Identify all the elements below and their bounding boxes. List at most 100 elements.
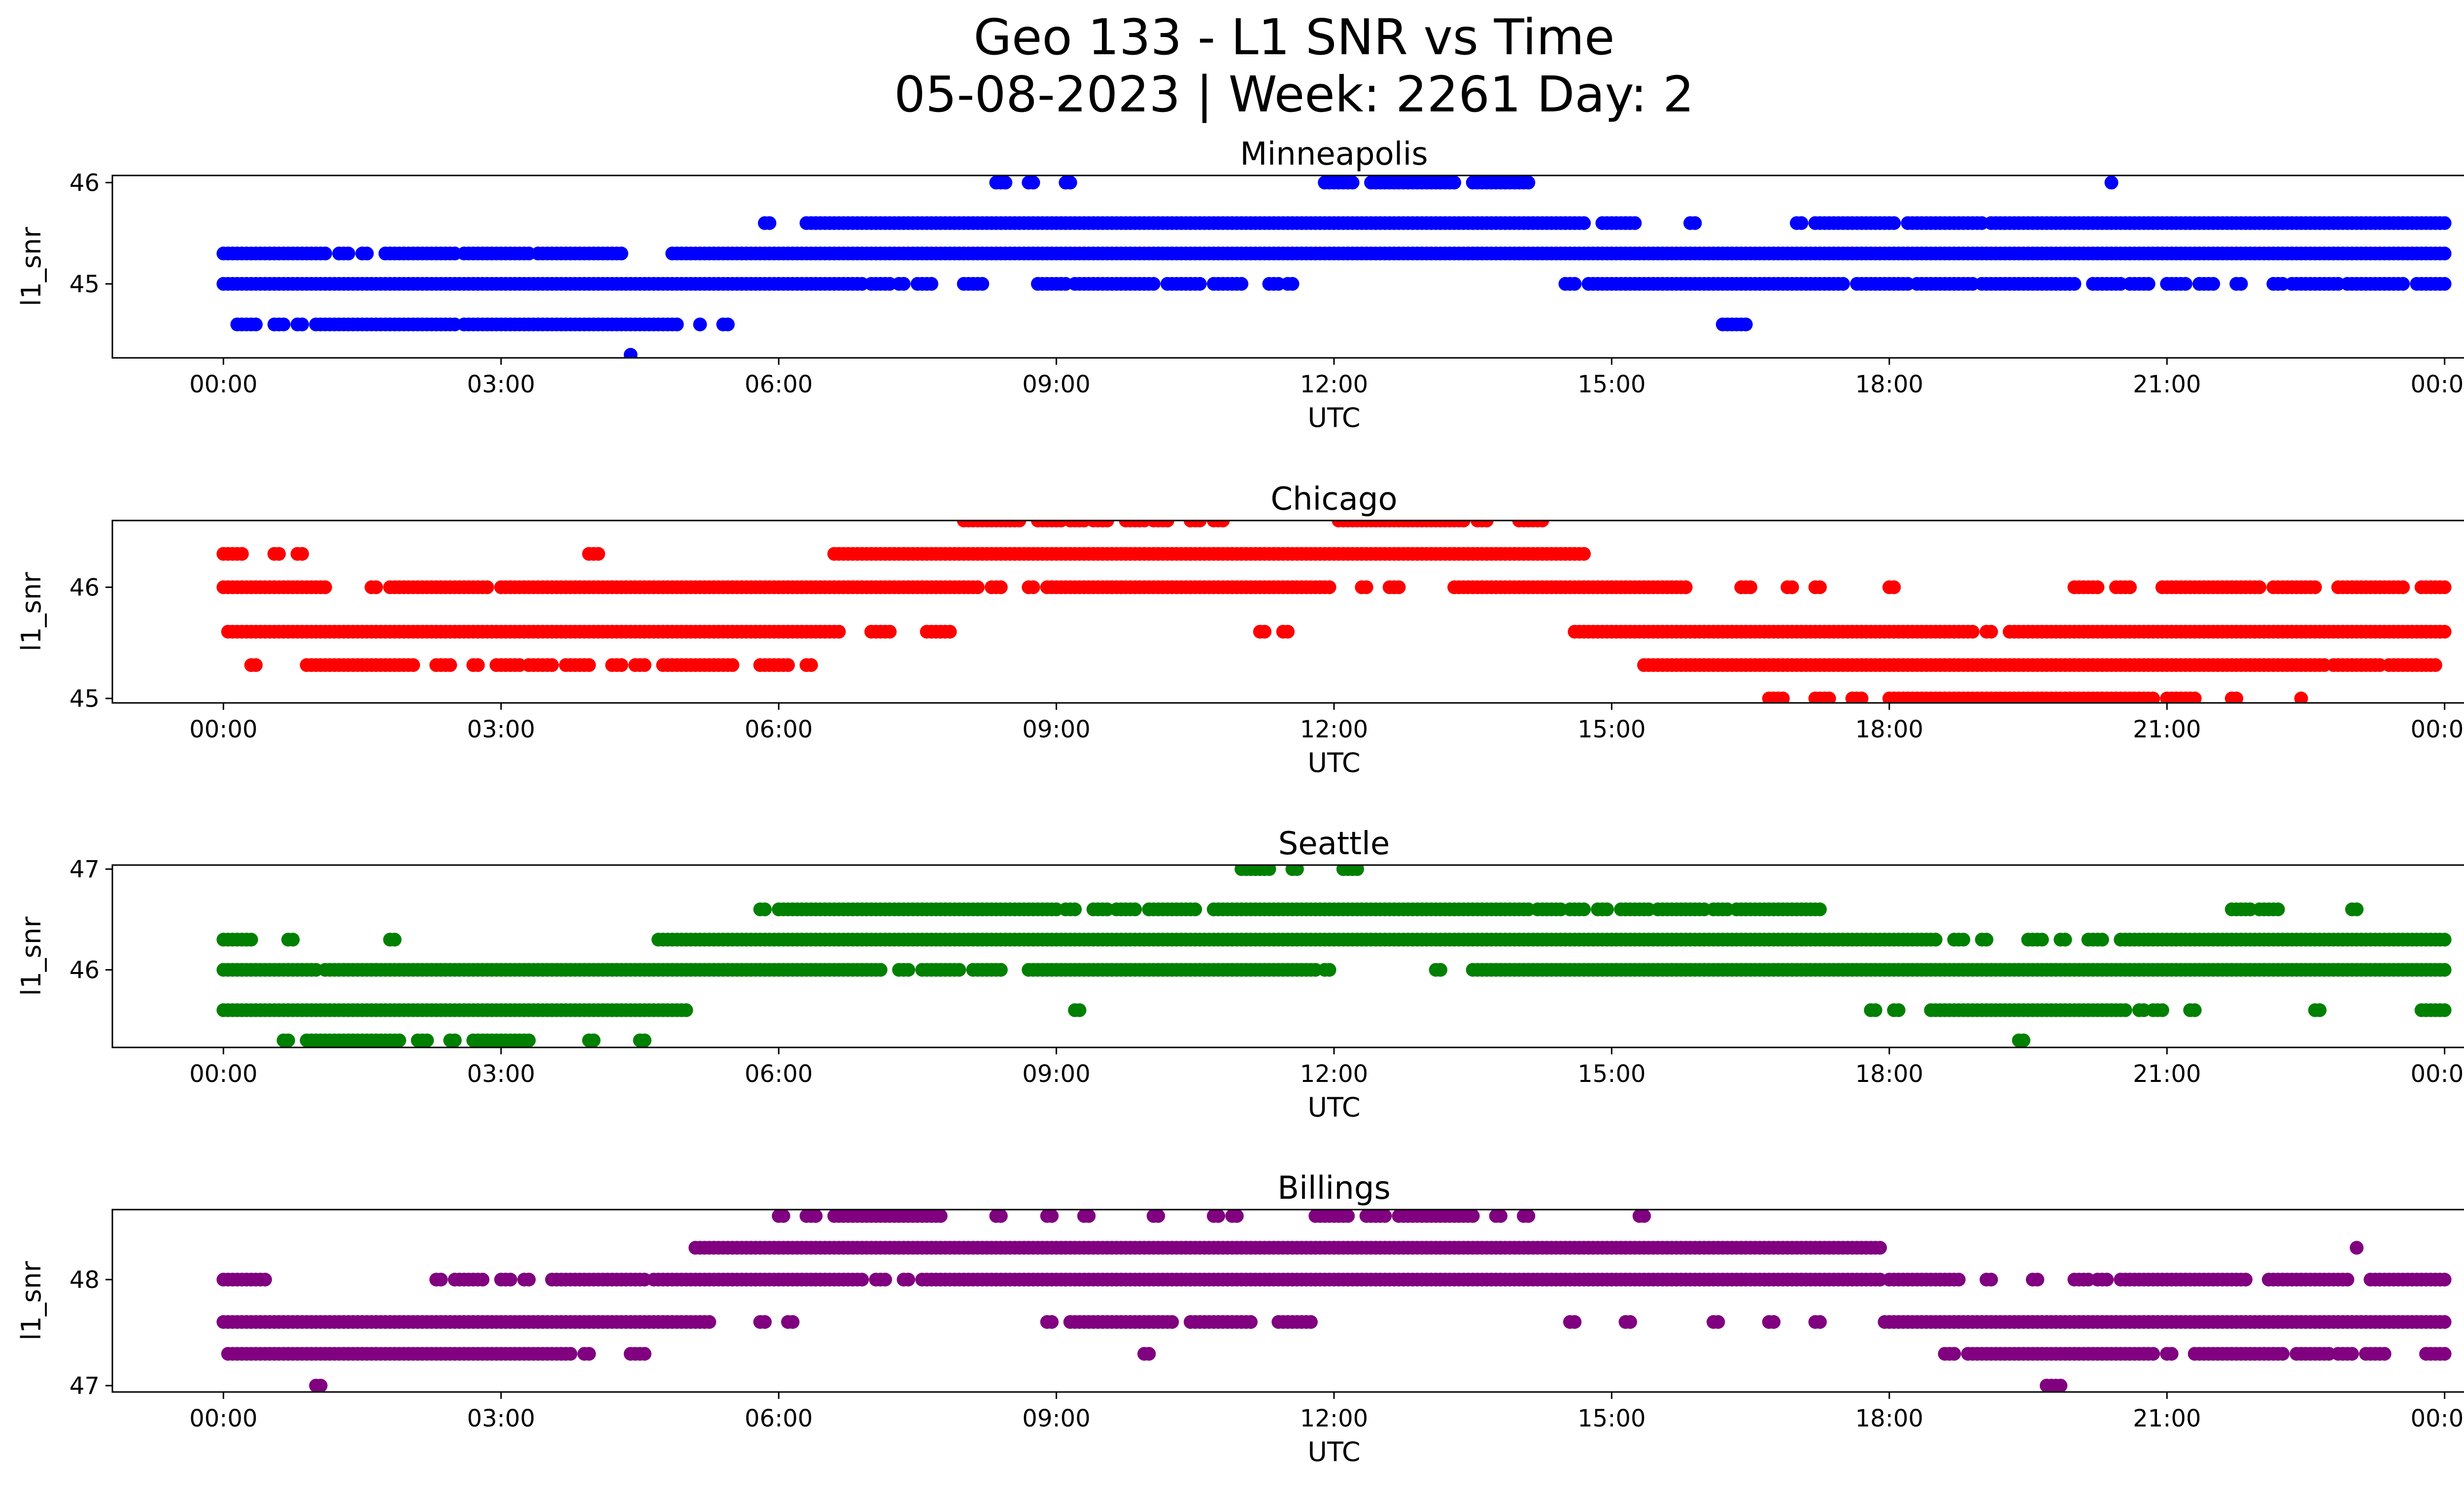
data-point	[1479, 521, 1494, 527]
data-point	[286, 933, 300, 947]
data-point	[1891, 1003, 1906, 1017]
x-tick-label: 00:00	[2410, 1060, 2464, 1088]
data-point	[2067, 277, 2082, 291]
data-point	[924, 277, 939, 291]
data-point	[318, 580, 332, 594]
y-tick-label: 46	[69, 574, 100, 601]
data-point	[406, 658, 420, 672]
data-point	[503, 1273, 517, 1286]
data-point	[1026, 175, 1040, 190]
data-point	[272, 547, 286, 561]
data-point	[781, 658, 795, 672]
data-point	[637, 1033, 651, 1047]
data-points	[216, 1210, 2452, 1392]
data-point	[545, 658, 559, 672]
data-point	[1285, 277, 1300, 291]
data-point	[591, 547, 605, 561]
data-point	[776, 1210, 790, 1223]
data-point	[1873, 1241, 1887, 1255]
data-point	[2437, 1273, 2452, 1286]
x-tick-label: 06:00	[745, 716, 813, 743]
data-point	[1466, 1210, 1480, 1223]
data-point	[1447, 175, 1462, 190]
data-point	[670, 317, 684, 332]
data-point	[2350, 1241, 2364, 1255]
data-point	[2396, 277, 2410, 291]
data-point	[360, 246, 374, 261]
data-point	[993, 580, 1008, 594]
data-point	[2123, 580, 2137, 594]
data-point	[2437, 216, 2452, 230]
data-point	[1628, 216, 1642, 230]
data-point	[975, 277, 990, 291]
data-point	[804, 658, 818, 672]
data-point	[1234, 277, 1249, 291]
data-point	[1887, 580, 1901, 594]
data-point	[2437, 580, 2452, 594]
x-tick-label: 12:00	[1300, 716, 1368, 743]
data-point	[758, 1315, 772, 1329]
data-point	[1776, 692, 1790, 703]
data-point	[1304, 1315, 1318, 1329]
data-point	[1216, 521, 1230, 527]
data-point	[1813, 580, 1827, 594]
data-point	[1151, 1210, 1165, 1223]
data-point	[1984, 625, 1998, 639]
data-point	[971, 580, 985, 594]
data-point	[1045, 1315, 1059, 1329]
data-point	[2234, 277, 2248, 291]
data-point	[2308, 580, 2322, 594]
figure-title-line1: Geo 133 - L1 SNR vs Time	[974, 8, 1615, 66]
data-point	[276, 317, 291, 332]
x-axis-label: UTC	[1307, 747, 1360, 778]
data-point	[1577, 547, 1591, 561]
data-point	[295, 317, 309, 332]
data-point	[2188, 1003, 2202, 1017]
data-point	[1623, 1315, 1637, 1329]
data-point	[1063, 175, 1077, 190]
data-point	[369, 580, 383, 594]
x-tick-label: 21:00	[2133, 371, 2201, 398]
data-point	[2058, 933, 2072, 947]
data-point	[2146, 692, 2160, 703]
data-point	[480, 580, 494, 594]
data-point	[2253, 580, 2266, 594]
x-tick-label: 00:00	[189, 1060, 257, 1088]
data-point	[2238, 1273, 2253, 1286]
data-point	[2188, 692, 2202, 703]
data-point	[998, 175, 1013, 190]
y-axis-label: l1_snr	[16, 916, 47, 996]
data-point	[476, 1273, 490, 1286]
data-point	[993, 963, 1008, 977]
data-point	[582, 1347, 596, 1361]
y-tick-label: 47	[69, 856, 100, 883]
data-point	[2313, 1003, 2327, 1017]
data-point	[1980, 933, 1993, 947]
x-axis-label: UTC	[1307, 402, 1360, 433]
data-point	[1854, 692, 1869, 703]
data-point	[693, 317, 707, 332]
data-point	[434, 1273, 448, 1286]
y-axis-label: l1_snr	[16, 227, 47, 307]
data-point	[582, 658, 596, 672]
x-tick-label: 06:00	[745, 1060, 813, 1088]
subplot-title: Minneapolis	[1240, 136, 1428, 173]
data-points	[216, 521, 2452, 703]
data-point	[832, 625, 846, 639]
data-point	[2437, 246, 2452, 261]
data-point	[1577, 902, 1591, 916]
data-point	[725, 658, 740, 672]
data-point	[2294, 692, 2308, 703]
x-tick-label: 09:00	[1022, 716, 1090, 743]
data-point	[341, 246, 355, 261]
data-point	[1378, 1210, 1392, 1223]
data-point	[637, 1347, 651, 1361]
data-point	[614, 658, 628, 672]
data-point	[637, 658, 651, 672]
data-point	[2350, 902, 2364, 916]
data-point	[1577, 216, 1591, 230]
data-point	[2035, 933, 2049, 947]
data-point	[2100, 1273, 2114, 1286]
